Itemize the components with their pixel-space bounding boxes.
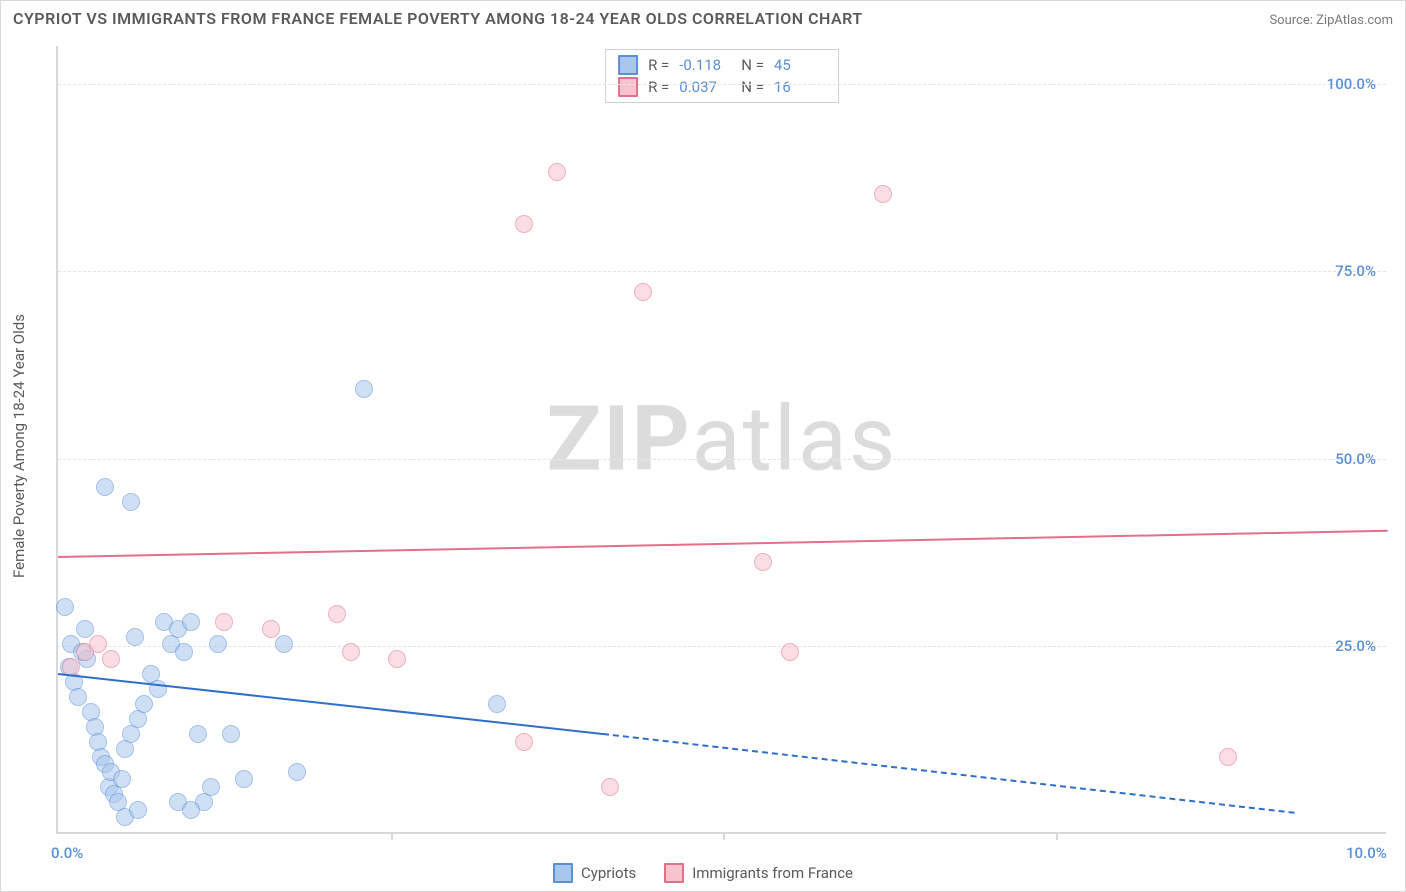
legend-r-value: -0.118	[679, 54, 731, 76]
x-tick	[391, 832, 393, 840]
data-point	[634, 283, 652, 301]
legend-n-label: N =	[741, 54, 764, 76]
plot-area: ZIPatlas R = -0.118 N = 45 R = 0.037 N = 16 25.…	[56, 46, 1386, 834]
data-point	[56, 598, 74, 616]
data-point	[515, 733, 533, 751]
trend-line	[603, 733, 1295, 814]
source-label: Source:	[1269, 13, 1312, 28]
legend-swatch	[664, 863, 684, 883]
data-point	[328, 605, 346, 623]
data-point	[69, 688, 87, 706]
legend-stats: R = -0.118 N = 45 R = 0.037 N = 16	[605, 49, 839, 103]
data-point	[288, 763, 306, 781]
chart-container: CYPRIOT VS IMMIGRANTS FROM FRANCE FEMALE…	[0, 0, 1406, 892]
data-point	[235, 770, 253, 788]
legend-n-label: N =	[741, 76, 764, 98]
trend-line	[58, 530, 1388, 558]
x-tick-label: 0.0%	[51, 844, 83, 862]
data-point	[548, 163, 566, 181]
data-point	[135, 695, 153, 713]
y-tick-label: 75.0%	[1335, 262, 1376, 280]
data-point	[515, 215, 533, 233]
data-point	[342, 643, 360, 661]
legend-stat-row: R = -0.118 N = 45	[618, 54, 826, 76]
x-tick-label: 10.0%	[1346, 844, 1387, 862]
data-point	[275, 635, 293, 653]
data-point	[215, 613, 233, 631]
data-point	[874, 185, 892, 203]
data-point	[102, 650, 120, 668]
data-point	[113, 770, 131, 788]
data-point	[182, 801, 200, 819]
x-tick	[1056, 832, 1058, 840]
data-point	[89, 635, 107, 653]
data-point	[122, 493, 140, 511]
data-point	[355, 380, 373, 398]
data-point	[754, 553, 772, 571]
title-bar: CYPRIOT VS IMMIGRANTS FROM FRANCE FEMALE…	[13, 9, 1393, 28]
data-point	[96, 478, 114, 496]
data-point	[189, 725, 207, 743]
data-point	[488, 695, 506, 713]
data-point	[76, 620, 94, 638]
watermark-light: atlas	[692, 387, 898, 492]
chart-title: CYPRIOT VS IMMIGRANTS FROM FRANCE FEMALE…	[13, 9, 863, 28]
data-point	[209, 635, 227, 653]
legend-n-value: 16	[774, 76, 826, 98]
grid-line	[58, 84, 1386, 85]
legend-item: Immigrants from France	[664, 863, 853, 883]
legend-item: Cypriots	[553, 863, 636, 883]
data-point	[182, 613, 200, 631]
y-axis-label: Female Poverty Among 18-24 Year Olds	[10, 314, 28, 578]
data-point	[601, 778, 619, 796]
data-point	[202, 778, 220, 796]
data-point	[781, 643, 799, 661]
legend-r-value: 0.037	[679, 76, 731, 98]
legend-label: Immigrants from France	[692, 864, 853, 882]
data-point	[175, 643, 193, 661]
legend-label: Cypriots	[581, 864, 636, 882]
data-point	[129, 801, 147, 819]
legend-series: Cypriots Immigrants from France	[553, 863, 853, 883]
grid-line	[58, 271, 1386, 272]
y-tick-label: 25.0%	[1335, 637, 1376, 655]
legend-swatch	[618, 55, 638, 75]
data-point	[262, 620, 280, 638]
legend-r-label: R =	[648, 54, 669, 76]
legend-stat-row: R = 0.037 N = 16	[618, 76, 826, 98]
legend-swatch	[553, 863, 573, 883]
legend-r-label: R =	[648, 76, 669, 98]
data-point	[1219, 748, 1237, 766]
grid-line	[58, 459, 1386, 460]
source-attribution: Source: ZipAtlas.com	[1269, 13, 1393, 28]
y-tick-label: 50.0%	[1335, 450, 1376, 468]
grid-line	[58, 646, 1386, 647]
data-point	[388, 650, 406, 668]
data-point	[126, 628, 144, 646]
data-point	[222, 725, 240, 743]
watermark-bold: ZIP	[547, 387, 692, 492]
x-tick	[723, 832, 725, 840]
watermark: ZIPatlas	[547, 387, 898, 492]
legend-n-value: 45	[774, 54, 826, 76]
source-name: ZipAtlas.com	[1316, 13, 1393, 28]
legend-swatch	[618, 77, 638, 97]
y-tick-label: 100.0%	[1327, 75, 1376, 93]
